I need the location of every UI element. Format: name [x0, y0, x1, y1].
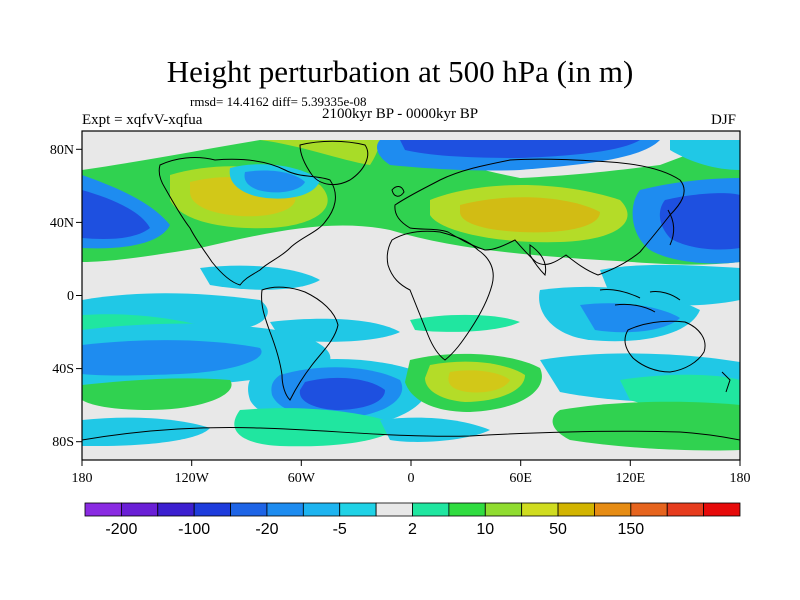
colorbar-label: -100 [178, 521, 210, 538]
colorbar-swatch [666, 502, 705, 517]
colorbar-label: 2 [408, 521, 417, 538]
uk-coast [391, 186, 405, 197]
season-label: DJF [711, 112, 737, 128]
x-tick-label: 60W [288, 471, 316, 486]
north-america-coast [158, 157, 336, 286]
colorbar-swatch [193, 502, 231, 517]
colorbar-swatch [448, 502, 486, 517]
colorbar-swatch [339, 502, 377, 517]
colorbar-label: 10 [476, 521, 494, 538]
colorbar-swatch [594, 502, 632, 517]
x-tick-label: 0 [408, 471, 415, 486]
colorbar-swatch [302, 502, 341, 517]
colorbar-swatch [230, 502, 268, 517]
x-tick-label: 120E [616, 471, 646, 486]
colorbar-label: -5 [333, 521, 347, 538]
y-tick-label: 80N [50, 143, 74, 158]
colorbar-swatch [521, 502, 559, 517]
colorbar-swatch [630, 502, 668, 517]
coastlines [82, 140, 740, 441]
height-perturbation-field [82, 131, 740, 460]
india-coast [529, 244, 547, 276]
period-subtitle: 2100kyr BP - 0000kyr BP [322, 106, 479, 122]
plot-title: Height perturbation at 500 hPa (in m) [166, 54, 634, 89]
y-tick-label: 80S [52, 435, 74, 450]
statistics-label: rmsd= 14.4162 diff= 5.39335e-08 [190, 94, 367, 109]
colorbar-label: -200 [105, 521, 137, 538]
experiment-label: Expt = xqfvV-xqfua [82, 112, 203, 128]
x-tick-label: 60E [509, 471, 532, 486]
x-tick-label: 120W [175, 471, 210, 486]
colorbar-swatch [120, 502, 159, 517]
colorbar-swatch [375, 502, 413, 517]
colorbar-label: 150 [617, 521, 644, 538]
y-tick-label: 0 [67, 289, 74, 304]
japan-coast [667, 209, 675, 246]
colorbar-label: 50 [549, 521, 567, 538]
australia-coast [624, 320, 706, 373]
new-zealand-coast [721, 371, 731, 393]
x-tick-label: 180 [72, 471, 93, 486]
colorbar-swatch [557, 502, 595, 517]
colorbar-swatch [703, 502, 741, 517]
y-tick-label: 40S [52, 362, 74, 377]
southeast-asia-islands [599, 289, 681, 313]
antarctica-coast [82, 427, 740, 441]
colorbar-swatch [266, 502, 304, 517]
colorbar-label: -20 [255, 521, 278, 538]
greenland-coast [299, 140, 369, 186]
y-axis: 80N 40N 0 40S 80S [50, 143, 82, 450]
colorbar-swatch [84, 502, 122, 517]
y-tick-label: 40N [50, 216, 74, 231]
colorbar-swatch [412, 502, 450, 517]
eurasia-coast [394, 158, 685, 276]
x-axis: 180 120W 60W 0 60E 120E 180 [72, 460, 751, 486]
colorbar-swatch [484, 502, 523, 517]
south-america-coast [261, 286, 339, 401]
colorbar-swatch [157, 502, 195, 517]
x-tick-label: 180 [730, 471, 751, 486]
colorbar: -200 -100 -20 -5 2 10 50 150 [84, 502, 741, 538]
